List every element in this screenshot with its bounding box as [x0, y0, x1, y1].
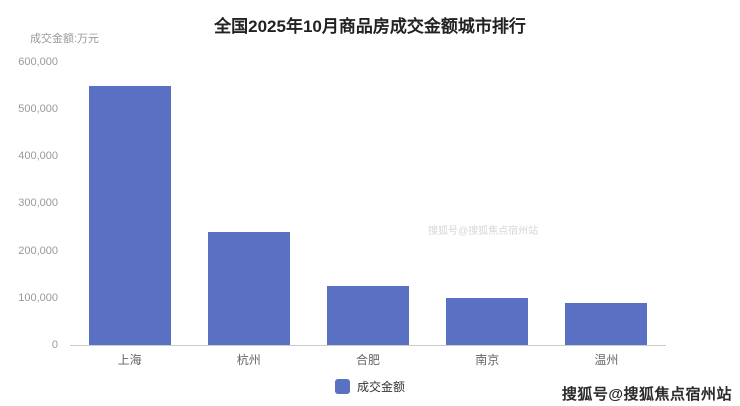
y-tick-label: 100,000: [18, 291, 58, 304]
y-tick-label: 500,000: [18, 103, 58, 116]
watermark: 搜狐号@搜狐焦点宿州站: [561, 386, 732, 403]
y-tick-label: 400,000: [18, 150, 58, 163]
bar-slot: [308, 62, 427, 345]
watermark-faint: 搜狐号@搜狐焦点宿州站: [428, 226, 539, 237]
bar-1[interactable]: [88, 85, 171, 345]
bar-3[interactable]: [327, 286, 409, 345]
y-tick-label: 300,000: [18, 197, 58, 210]
legend-swatch-icon: [334, 379, 350, 394]
x-tick-label-2: 杭州: [236, 353, 261, 367]
x-tick-label-1: 上海: [117, 353, 142, 367]
y-axis: 600,000 500,000 400,000 300,000 200,000 100,0…: [0, 56, 58, 351]
bar-4[interactable]: [446, 297, 529, 345]
bar-slot: [189, 62, 308, 345]
bar-slot: [547, 62, 666, 345]
chart-title: 全国2025年10月商品房成交金额城市排行: [214, 17, 526, 36]
x-tick-label-3: 合肥: [356, 353, 381, 367]
plot-area: [70, 62, 666, 346]
y-tick-label: 600,000: [18, 56, 58, 68]
x-tick-label-4: 南京: [475, 353, 500, 367]
bar-5[interactable]: [565, 302, 648, 345]
y-axis-unit-label: 成交金额:万元: [30, 33, 100, 45]
x-tick-label-5: 温州: [594, 353, 619, 367]
y-tick-label: 200,000: [18, 244, 58, 257]
bar-2[interactable]: [207, 231, 290, 345]
bar-slot: [428, 62, 547, 345]
bar-slot: [70, 62, 189, 345]
y-tick-label: 0: [51, 338, 58, 351]
x-axis-labels: 上海 杭州 合肥 南京 温州: [70, 351, 666, 368]
legend[interactable]: 成交金额: [334, 378, 406, 395]
legend-label: 成交金额: [356, 380, 406, 394]
